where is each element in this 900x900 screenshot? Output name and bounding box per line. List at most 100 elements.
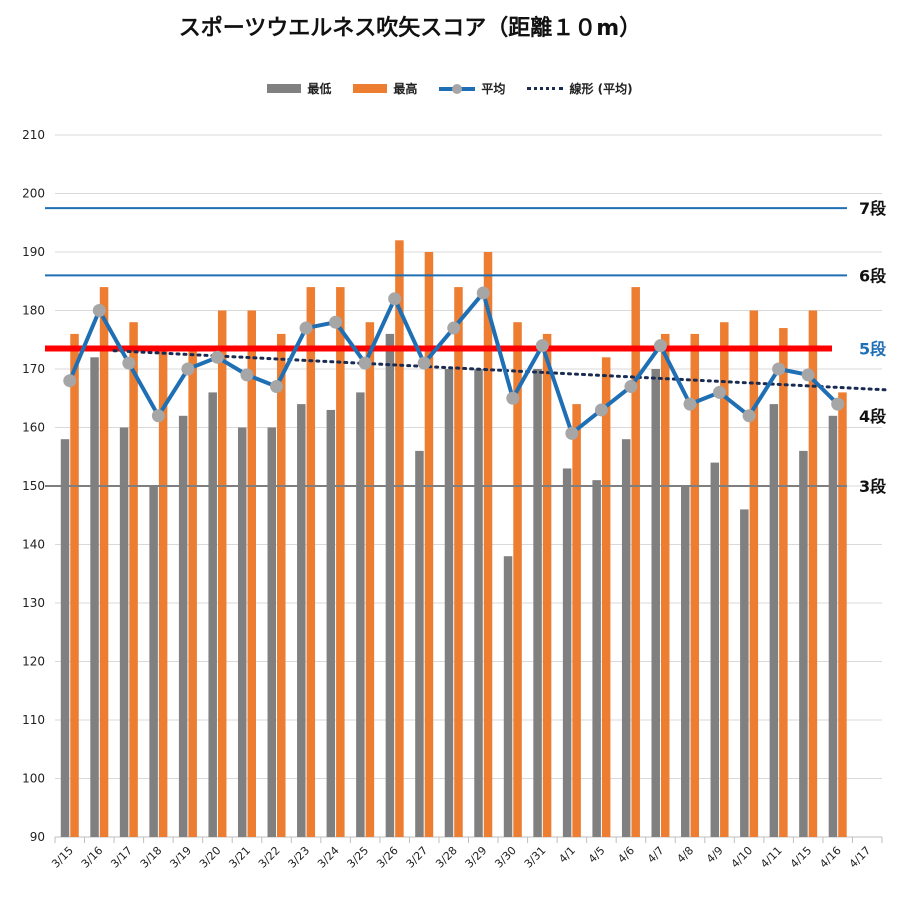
average-marker [299, 321, 313, 335]
bar-max [660, 333, 670, 837]
bar-max [247, 310, 256, 837]
bar-max [70, 333, 79, 837]
average-marker [210, 350, 224, 364]
x-tick-label: 3/17 [108, 844, 135, 871]
bar-min [297, 404, 306, 837]
average-marker [801, 368, 815, 382]
reference-label: 7段 [859, 199, 887, 218]
average-marker [151, 409, 165, 423]
bar-min [415, 450, 424, 837]
average-marker [535, 339, 549, 353]
legend-swatch-trend [527, 87, 564, 90]
bar-max [306, 287, 316, 838]
legend-item-avg: 平均 [439, 80, 505, 97]
legend-item-max: 最高 [353, 80, 417, 97]
bar-max [483, 252, 493, 837]
bar-min [178, 415, 188, 837]
y-tick-label: 100 [22, 772, 45, 786]
average-marker [683, 397, 697, 411]
bar-max [749, 310, 759, 837]
average-marker [388, 292, 402, 306]
bar-min [621, 439, 631, 837]
bar-max [99, 287, 109, 838]
bar-min [681, 486, 690, 837]
x-tick-label: 4/9 [704, 844, 726, 866]
average-marker [565, 426, 579, 440]
bar-min [149, 486, 158, 837]
bar-min [474, 369, 483, 837]
x-tick-label: 3/21 [226, 844, 253, 871]
bar-min [385, 333, 395, 837]
x-tick-label: 3/31 [522, 844, 549, 871]
bar-min [592, 480, 601, 837]
average-marker [594, 403, 608, 417]
bar-min [267, 427, 277, 837]
average-marker [742, 409, 756, 423]
x-tick-label: 3/27 [404, 844, 431, 871]
bar-max [424, 252, 434, 837]
bar-min [90, 357, 99, 837]
y-tick-label: 140 [22, 538, 45, 552]
reference-label: 5段 [859, 340, 887, 359]
bar-min [828, 415, 838, 837]
average-marker [417, 356, 431, 370]
y-tick-label: 160 [22, 421, 45, 435]
x-tick-label: 4/17 [847, 844, 874, 871]
bar-min [326, 409, 336, 837]
y-tick-label: 180 [22, 304, 45, 318]
x-tick-label: 4/8 [674, 844, 696, 866]
bar-max [779, 328, 788, 837]
bar-max [395, 240, 404, 838]
x-tick-label: 3/20 [197, 844, 224, 871]
x-tick-label: 4/5 [586, 844, 608, 866]
bar-max [631, 287, 640, 838]
x-tick-label: 4/11 [758, 844, 785, 871]
average-marker [122, 356, 136, 370]
chart-title: スポーツウエルネス吹矢スコア（距離１０m） [178, 16, 642, 41]
bar-max [336, 287, 345, 838]
legend-swatch-avg [439, 83, 476, 95]
bar-max [188, 351, 197, 837]
bar-max [690, 333, 700, 837]
y-tick-label: 190 [22, 245, 45, 259]
average-marker [270, 380, 284, 394]
x-tick-label: 4/1 [556, 844, 578, 866]
average-marker [831, 397, 845, 411]
bar-min [208, 392, 217, 837]
average-marker [181, 362, 195, 376]
legend-label-trend: 線形 (平均) [569, 82, 633, 96]
bar-max [720, 322, 729, 837]
bar-min [356, 392, 365, 837]
average-marker [447, 321, 461, 335]
bar-min [237, 427, 247, 837]
bar-max [542, 333, 552, 837]
x-tick-label: 3/30 [492, 844, 519, 871]
average-marker [329, 315, 343, 329]
x-tick-label: 4/10 [729, 844, 756, 871]
y-tick-label: 90 [30, 830, 45, 844]
trendline [112, 349, 887, 392]
legend-item-min: 最低 [267, 80, 331, 97]
x-tick-label: 3/28 [433, 844, 460, 871]
legend-swatch-max [353, 84, 388, 93]
x-tick-label: 3/16 [79, 844, 106, 871]
average-marker [506, 391, 520, 405]
bar-max [365, 322, 375, 837]
bar-max [808, 310, 818, 837]
y-tick-label: 110 [22, 713, 45, 727]
legend-label-max: 最高 [393, 82, 418, 96]
legend-label-min: 最低 [307, 82, 332, 96]
reference-label: 6段 [859, 266, 887, 285]
average-marker [653, 339, 667, 353]
x-tick-label: 3/18 [138, 844, 165, 871]
y-tick-label: 200 [22, 187, 45, 201]
y-tick-label: 170 [22, 362, 45, 376]
bar-min [740, 509, 749, 837]
x-tick-label: 4/7 [645, 844, 667, 866]
bar-max [513, 322, 522, 837]
x-tick-label: 3/22 [256, 844, 283, 871]
x-tick-label: 3/25 [345, 844, 372, 871]
legend-item-trend: 線形 (平均) [527, 80, 633, 97]
legend-swatch-min [267, 84, 302, 93]
